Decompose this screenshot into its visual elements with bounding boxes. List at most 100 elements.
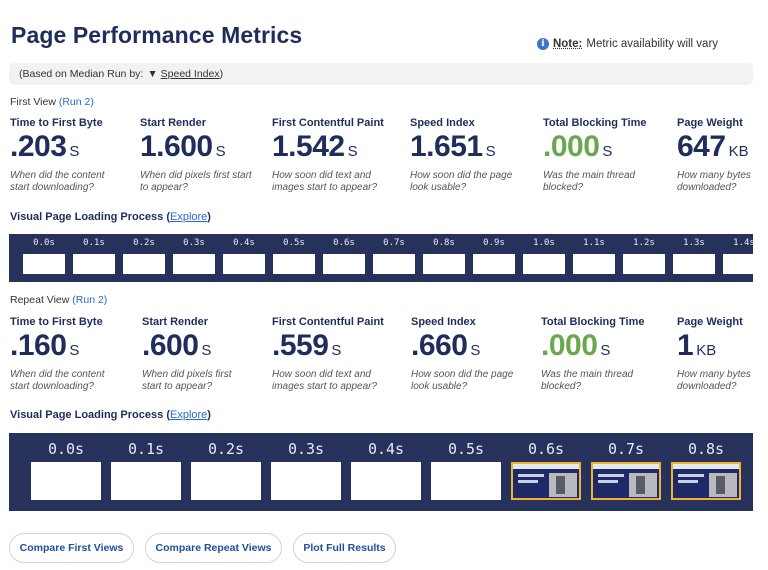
filmstrip-frame[interactable]: 0.7s [591, 433, 661, 511]
frame-blank [123, 254, 165, 274]
filmstrip-frame[interactable]: 1.0s [523, 234, 565, 282]
metric-label: First Contentful Paint [272, 316, 384, 328]
filmstrip-frame[interactable]: 0.8s [423, 234, 465, 282]
filmstrip-frame[interactable]: 0.9s [473, 234, 515, 282]
metric-description-line: Was the main thread [541, 369, 634, 380]
filmstrip-frame[interactable]: 1.1s [573, 234, 615, 282]
metric-description-line: start to appear? [142, 381, 213, 392]
compare-first-views-button[interactable]: Compare First Views [9, 533, 134, 563]
metric-value-row: 1 KB [677, 329, 768, 368]
metric-value-row: .000 S [543, 130, 673, 169]
filmstrip-frame[interactable]: 0.1s [73, 234, 115, 282]
frame-time: 0.1s [127, 440, 165, 458]
metric-description-line: start downloading? [10, 182, 94, 193]
metric-value-row: .160 S [10, 329, 140, 368]
filmstrip-frame[interactable]: 0.7s [373, 234, 415, 282]
metric-value: .160 [10, 329, 67, 362]
metric-value-row: .660 S [411, 329, 541, 368]
frame-blank [573, 254, 615, 274]
repeat-explore-close: ) [207, 409, 211, 421]
filmstrip-frame[interactable]: 0.3s [173, 234, 215, 282]
frame-blank [273, 254, 315, 274]
metric-description-line: When did pixels first start [140, 170, 252, 181]
filmstrip-frame[interactable]: 1.4s [723, 234, 753, 282]
frame-time: 1.0s [533, 238, 555, 248]
frame-blank [351, 462, 421, 500]
metric-first-contentful-paint: First Contentful Paint 1.542 S How soon did… [272, 117, 402, 194]
frame-blank [623, 254, 665, 274]
metric-label: Start Render [140, 117, 207, 129]
frame-time: 0.7s [607, 440, 645, 458]
metric-value-row: .203 S [10, 130, 140, 169]
median-metric-select[interactable]: ▼ Speed Index [147, 68, 220, 80]
frame-blank [473, 254, 515, 274]
filmstrip-frame[interactable]: 0.6s [511, 433, 581, 511]
filmstrip-frame[interactable]: 0.6s [323, 234, 365, 282]
metric-label: Speed Index [411, 316, 476, 328]
first-explore-link[interactable]: Explore [169, 211, 208, 223]
metric-description: How many bytes downloaded? [677, 369, 768, 393]
repeat-view-filmstrip[interactable]: 0.0s 0.1s 0.2s 0.3s 0.4s 0.5s 0.6s 0.7s 0.8s [9, 433, 753, 511]
metric-first-contentful-paint: First Contentful Paint .559 S How soon did … [272, 316, 402, 393]
filmstrip-frame[interactable]: 0.5s [273, 234, 315, 282]
frame-time: 0.3s [183, 238, 205, 248]
first-explore-close: ) [207, 211, 211, 223]
metric-description-line: How many bytes [677, 369, 751, 380]
metric-value-row: .000 S [541, 329, 671, 368]
median-metric-value[interactable]: Speed Index [160, 68, 220, 80]
frame-screenshot [591, 462, 661, 500]
metric-description-line: to appear? [140, 182, 188, 193]
metric-value-row: 647 KB [677, 130, 768, 169]
filmstrip-frame[interactable]: 0.2s [123, 234, 165, 282]
first-view-filmstrip[interactable]: 0.0s 0.1s 0.2s 0.3s 0.4s 0.5s 0.6s 0.7s 0.8s 0.9s… [9, 234, 753, 282]
frame-time: 0.4s [367, 440, 405, 458]
median-run-bar: (Based on Median Run by: ▼ Speed Index ) [9, 63, 753, 85]
plot-full-results-button[interactable]: Plot Full Results [293, 533, 396, 563]
metric-unit: S [331, 342, 342, 359]
filmstrip-frame[interactable]: 0.0s [31, 433, 101, 511]
filmstrip-frame[interactable]: 1.3s [673, 234, 715, 282]
metric-value-row: 1.651 S [410, 130, 540, 169]
metric-unit: S [600, 342, 611, 359]
metric-label: Page Weight [677, 316, 743, 328]
metric-value: 1.651 [410, 130, 483, 163]
metric-speed-index: Speed Index 1.651 S How soon did the page lo… [410, 117, 540, 194]
metric-page-weight: Page Weight 1 KB How many bytes downloaded? [677, 316, 768, 393]
filmstrip-frame[interactable]: 0.3s [271, 433, 341, 511]
metric-start-render: Start Render 1.600 S When did pixels first … [140, 117, 270, 194]
metric-value-row: .559 S [272, 329, 402, 368]
filmstrip-frame[interactable]: 0.4s [351, 433, 421, 511]
filmstrip-frame[interactable]: 1.2s [623, 234, 665, 282]
metric-description-line: How soon did text and [272, 369, 371, 380]
filmstrip-frame[interactable]: 0.0s [23, 234, 65, 282]
filmstrip-frame[interactable]: 0.4s [223, 234, 265, 282]
repeat-view-run-link[interactable]: (Run 2) [72, 294, 108, 306]
metric-unit: S [347, 143, 358, 160]
metric-total-blocking-time: Total Blocking Time .000 S Was the main thr… [543, 117, 673, 194]
metric-description-line: look usable? [410, 182, 467, 193]
frame-screenshot [511, 462, 581, 500]
frame-time: 0.7s [383, 238, 405, 248]
frame-time: 0.1s [83, 238, 105, 248]
metric-description: When did pixels first start to appear? [140, 170, 270, 194]
compare-repeat-views-button[interactable]: Compare Repeat Views [145, 533, 282, 563]
metric-unit: KB [728, 143, 749, 160]
frame-time: 0.0s [47, 440, 85, 458]
metric-unit: S [215, 143, 226, 160]
filmstrip-frame[interactable]: 0.2s [191, 433, 261, 511]
filmstrip-frame[interactable]: 0.8s [671, 433, 741, 511]
metric-description-line: When did the content [10, 369, 105, 380]
metric-value: 647 [677, 130, 726, 163]
filmstrip-frame[interactable]: 0.5s [431, 433, 501, 511]
median-run-text: (Based on Median Run by: [19, 68, 144, 80]
info-icon: i [537, 38, 549, 50]
metric-description-line: blocked? [543, 182, 584, 193]
first-view-run-link[interactable]: (Run 2) [58, 96, 94, 108]
filmstrip-frame[interactable]: 0.1s [111, 433, 181, 511]
repeat-explore-link[interactable]: Explore [169, 409, 208, 421]
metric-value: .559 [272, 329, 329, 362]
note-label[interactable]: Note: [553, 38, 583, 50]
metric-description: How many bytes downloaded? [677, 170, 768, 194]
metric-time-to-first-byte: Time to First Byte .203 S When did the cont… [10, 117, 140, 194]
frame-time: 0.5s [283, 238, 305, 248]
